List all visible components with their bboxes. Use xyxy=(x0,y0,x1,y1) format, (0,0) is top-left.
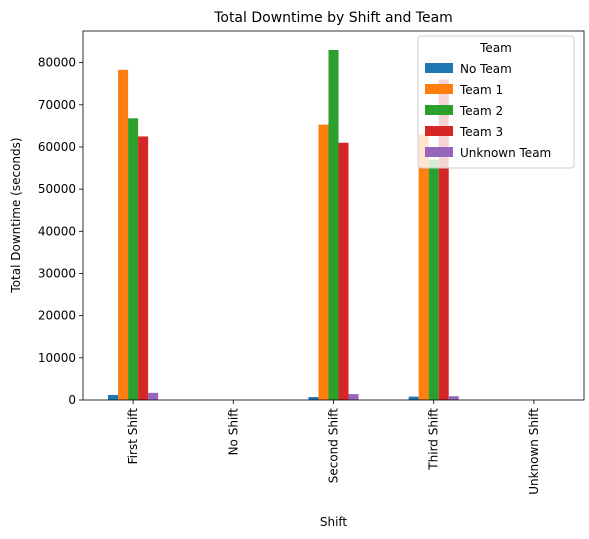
y-tick-label-2: 20000 xyxy=(38,309,76,323)
legend-label-4: Unknown Team xyxy=(460,146,551,160)
legend-swatch-4 xyxy=(425,147,453,157)
y-tick-label-3: 30000 xyxy=(38,266,76,280)
legend-frame xyxy=(417,35,575,169)
y-tick-label-6: 60000 xyxy=(38,140,76,154)
bar-0-1 xyxy=(118,69,129,400)
y-tick-label-8: 80000 xyxy=(38,56,76,70)
legend-label-1: Team 1 xyxy=(459,83,503,97)
bar-0-0 xyxy=(108,394,119,400)
legend-label-2: Team 2 xyxy=(459,104,503,118)
legend-swatch-0 xyxy=(425,63,453,73)
bar-2-0 xyxy=(308,397,319,400)
bar-3-0 xyxy=(408,396,419,400)
bars-group xyxy=(108,49,459,401)
bar-0-4 xyxy=(148,392,159,400)
y-axis-label: Total Downtime (seconds) xyxy=(9,137,23,293)
x-tick-label-1: No Shift xyxy=(226,408,240,456)
legend-swatch-3 xyxy=(425,126,453,136)
bar-0-2 xyxy=(128,118,139,400)
x-axis-label: Shift xyxy=(320,515,348,529)
legend-entries: No Team Team 1 Team 2 Team 3 Unknown Team xyxy=(425,62,551,160)
x-tick-label-4: Unknown Shift xyxy=(527,408,541,495)
legend-title: Team xyxy=(479,41,512,55)
legend-swatch-1 xyxy=(425,84,453,94)
bar-2-4 xyxy=(348,394,359,400)
y-tick-label-5: 50000 xyxy=(38,182,76,196)
bar-2-2 xyxy=(328,49,339,400)
bar-3-3 xyxy=(438,79,449,401)
y-tick-label-0: 0 xyxy=(68,393,76,407)
bar-3-1 xyxy=(418,134,429,400)
bar-2-3 xyxy=(338,142,349,401)
x-tick-label-0: First Shift xyxy=(126,408,140,465)
chart-title: Total Downtime by Shift and Team xyxy=(213,10,453,26)
bar-2-1 xyxy=(318,124,329,400)
legend: Team No Team Team 1 Team 2 Team 3 Unknown Te… xyxy=(417,35,575,169)
x-axis-ticks: First Shift No Shift Second Shift Third Shi… xyxy=(126,400,541,495)
legend-swatch-2 xyxy=(425,105,453,115)
legend-label-0: No Team xyxy=(460,62,512,76)
x-tick-label-3: Third Shift xyxy=(427,408,441,471)
legend-label-3: Team 3 xyxy=(459,125,503,139)
plot-frame xyxy=(82,30,585,401)
bar-0-3 xyxy=(138,136,149,400)
bar-3-4 xyxy=(448,396,459,400)
y-tick-label-4: 40000 xyxy=(38,224,76,238)
bar-3-2 xyxy=(428,159,439,400)
x-tick-label-2: Second Shift xyxy=(327,408,341,484)
y-tick-label-1: 10000 xyxy=(38,351,76,365)
y-axis-ticks: 0 10000 20000 30000 40000 50000 60000 70000 8000… xyxy=(38,56,83,407)
y-tick-label-7: 70000 xyxy=(38,98,76,112)
